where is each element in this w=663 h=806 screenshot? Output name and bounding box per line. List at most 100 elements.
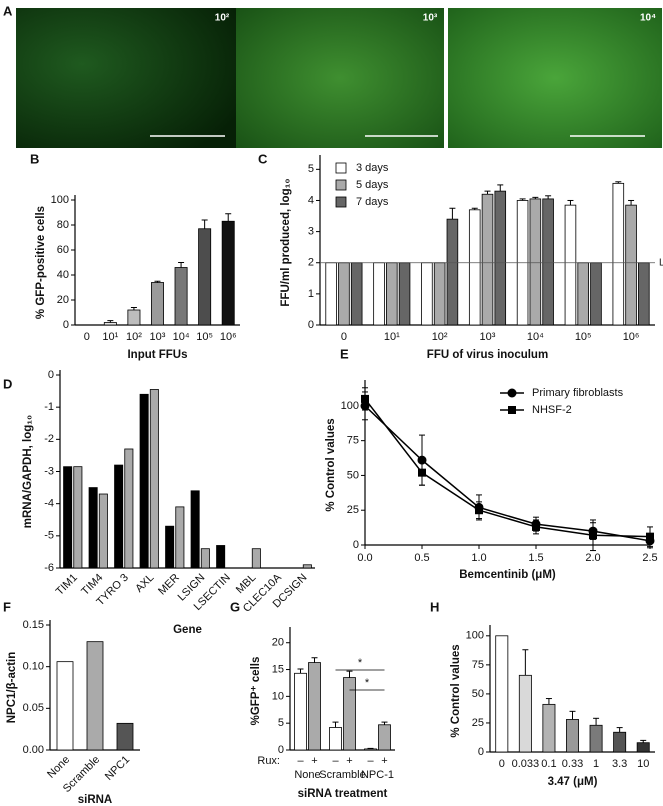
bar — [433, 262, 446, 326]
panel-label: B — [30, 151, 39, 166]
x-tick-label: 10 — [637, 758, 649, 770]
y-tick-label: 0.05 — [23, 702, 44, 714]
series-tick-label: – — [297, 755, 304, 767]
y-tick-label: 60 — [57, 244, 69, 256]
bar — [114, 464, 124, 569]
x-tick-label: 10⁴ — [173, 331, 190, 343]
x-tick-label: 10² — [432, 331, 448, 343]
x-tick-label: 0 — [84, 331, 90, 343]
marker — [589, 531, 597, 540]
x-axis-title: Bemcentinib (μM) — [459, 569, 556, 581]
y-tick-label: 20 — [57, 294, 69, 306]
legend-swatch — [335, 162, 347, 174]
line — [364, 405, 651, 542]
micrograph — [448, 8, 662, 148]
x-axis-title: siRNA treatment — [298, 788, 388, 800]
x-tick-label: Scramble — [319, 769, 365, 781]
legend-marker — [507, 388, 517, 398]
series-tick-label: + — [346, 755, 352, 767]
y-tick-label: -3 — [44, 465, 54, 477]
x-axis-title: 3.47 (μM) — [548, 776, 598, 788]
series-tick-label: + — [311, 755, 317, 767]
x-tick-label: None — [45, 754, 72, 781]
panel-label: G — [230, 599, 240, 614]
panel-label: E — [340, 346, 349, 361]
x-tick-label: 10⁴ — [527, 331, 544, 343]
bar — [302, 564, 312, 569]
series-tick-label: – — [332, 755, 339, 767]
legend-label: 7 days — [356, 196, 389, 208]
panel-label: A — [3, 3, 13, 18]
bar — [325, 262, 337, 326]
y-axis-title: FFU/ml produced, log₁₀ — [280, 178, 292, 306]
y-tick-label: 15 — [272, 663, 284, 675]
x-axis-title: Gene — [173, 624, 202, 636]
legend-marker — [508, 406, 516, 414]
micrograph — [16, 8, 236, 148]
bar — [56, 661, 74, 751]
y-tick-label: 10 — [272, 690, 284, 702]
x-axis-title: Input FFUs — [127, 349, 187, 361]
y-tick-label: 2 — [308, 257, 314, 269]
bar — [373, 262, 385, 326]
x-tick-label: None — [294, 769, 320, 781]
x-tick-label: 0.033 — [512, 758, 540, 770]
x-tick-label: 2.0 — [585, 552, 600, 564]
panel-label: F — [3, 599, 11, 614]
bar — [98, 493, 108, 569]
y-tick-label: 100 — [341, 400, 359, 412]
y-axis-title: % Control values — [450, 644, 462, 737]
series-tick-label: – — [367, 755, 374, 767]
x-tick-label: 10⁶ — [220, 331, 237, 343]
y-tick-label: -6 — [44, 562, 54, 574]
bar — [364, 748, 377, 751]
micrograph — [236, 8, 444, 148]
x-tick-label: 2.5 — [642, 552, 657, 564]
y-tick-label: 100 — [51, 194, 69, 206]
x-tick-label: NPC-1 — [361, 769, 394, 781]
y-tick-label: 40 — [57, 269, 69, 281]
bar — [481, 193, 494, 326]
bar — [446, 218, 459, 326]
bar — [124, 448, 134, 569]
bar — [398, 262, 411, 326]
bar — [577, 262, 589, 326]
x-tick-label: AXL — [133, 572, 156, 595]
reference-label: LOD — [659, 257, 663, 268]
legend-label: 5 days — [356, 179, 389, 191]
bar — [495, 635, 509, 753]
bar — [625, 204, 637, 326]
y-axis-title: NPC1/β-actin — [6, 652, 18, 724]
bar — [73, 466, 83, 569]
legend-label: Primary fibroblasts — [532, 387, 624, 399]
y-tick-label: 3 — [308, 226, 314, 238]
marker — [532, 522, 540, 531]
x-tick-label: 10⁵ — [575, 331, 592, 343]
x-tick-label: 0 — [341, 331, 347, 343]
bar — [190, 490, 200, 569]
panel-label: C — [258, 151, 268, 166]
y-tick-label: 25 — [472, 717, 484, 729]
y-axis-title: mRNA/GAPDH, log₁₀ — [22, 415, 34, 528]
legend-label: NHSF-2 — [532, 404, 572, 416]
y-tick-label: 0 — [48, 369, 54, 381]
x-tick-label: 0.33 — [562, 758, 583, 770]
y-tick-label: -1 — [44, 401, 54, 413]
x-tick-label: 10⁶ — [623, 331, 640, 343]
bar — [165, 525, 175, 569]
x-tick-label: 10¹ — [384, 331, 400, 343]
bar — [613, 731, 627, 753]
y-tick-label: 75 — [347, 435, 359, 447]
bar — [589, 724, 603, 753]
x-tick-label: 1.5 — [528, 552, 543, 564]
y-tick-label: 75 — [472, 659, 484, 671]
bar — [221, 220, 235, 326]
significance-star: * — [358, 657, 363, 669]
bar — [529, 198, 542, 326]
y-axis-title: %GFP⁺ cells — [250, 657, 262, 726]
y-tick-label: 0 — [353, 539, 359, 551]
y-tick-label: 5 — [308, 163, 314, 175]
significance-star: * — [365, 677, 370, 689]
image-label: 10² — [215, 13, 230, 24]
